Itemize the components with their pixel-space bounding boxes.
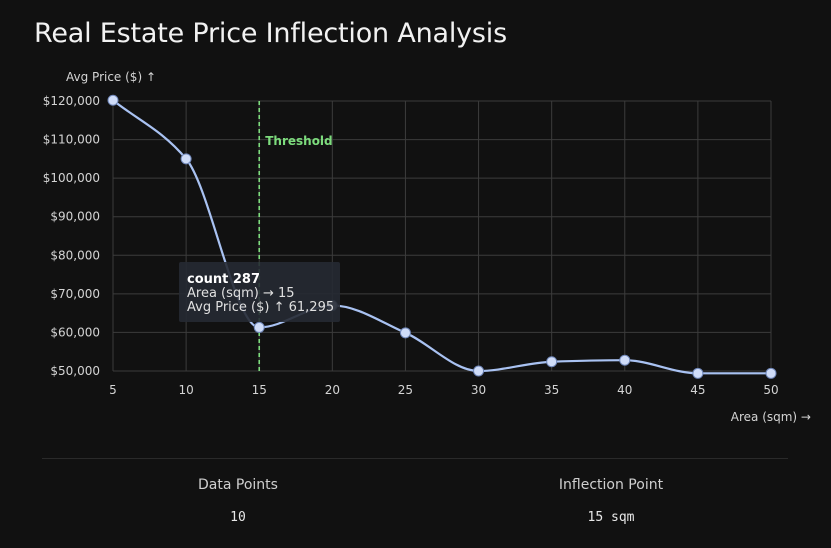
x-tick-label: 30 — [471, 383, 486, 397]
x-tick-label: 5 — [109, 383, 117, 397]
y-tick-label: $70,000 — [50, 287, 100, 301]
threshold-label: Threshold — [265, 134, 332, 148]
y-axis-ticks: $50,000 $60,000 $70,000 $80,000 $90,000 $100,… — [43, 94, 100, 378]
y-tick-label: $110,000 — [43, 133, 100, 147]
chart-grid — [112, 100, 772, 372]
y-tick-label: $80,000 — [50, 248, 100, 262]
y-tick-label: $90,000 — [50, 210, 100, 224]
data-points-value: 10 — [230, 510, 246, 525]
data-point — [692, 367, 704, 379]
tooltip-box — [179, 262, 340, 322]
tooltip-area-line: Area (sqm) → 15 — [187, 286, 295, 301]
y-tick-label: $120,000 — [43, 94, 100, 108]
inflection-point-value: 15 sqm — [587, 510, 635, 525]
y-tick-label: $100,000 — [43, 171, 100, 185]
x-tick-label: 10 — [178, 383, 193, 397]
x-axis-label: Area (sqm) → — [731, 410, 811, 424]
tooltip-title: count 287 — [187, 272, 260, 287]
x-tick-label: 20 — [325, 383, 340, 397]
stats-divider — [42, 458, 788, 459]
data-point — [107, 94, 119, 106]
data-point — [253, 321, 265, 333]
x-tick-label: 40 — [617, 383, 632, 397]
data-point — [546, 356, 558, 368]
data-points — [107, 94, 777, 379]
tooltip-price-line: Avg Price ($) ↑ 61,295 — [187, 300, 334, 315]
inflection-point-label: Inflection Point — [558, 477, 664, 493]
y-tick-label: $60,000 — [50, 325, 100, 339]
data-point — [765, 367, 777, 379]
data-point — [399, 327, 411, 339]
y-tick-label: $50,000 — [50, 364, 100, 378]
data-points-label: Data Points — [198, 477, 278, 493]
page-title: Real Estate Price Inflection Analysis — [34, 18, 507, 49]
price-line-chart: $50,000 $60,000 $70,000 $80,000 $90,000 $100,… — [43, 70, 811, 424]
x-tick-label: 45 — [690, 383, 705, 397]
data-point — [473, 365, 485, 377]
threshold-marker: Threshold — [258, 101, 333, 371]
x-tick-label: 15 — [252, 383, 267, 397]
x-axis-ticks: 5 10 15 20 25 30 35 40 45 50 — [109, 383, 778, 397]
price-series-line — [112, 99, 771, 375]
x-tick-label: 35 — [544, 383, 559, 397]
x-tick-label: 25 — [398, 383, 413, 397]
data-point — [619, 354, 631, 366]
x-tick-label: 50 — [763, 383, 778, 397]
data-point — [180, 153, 192, 165]
y-axis-label: Avg Price ($) ↑ — [66, 70, 156, 84]
